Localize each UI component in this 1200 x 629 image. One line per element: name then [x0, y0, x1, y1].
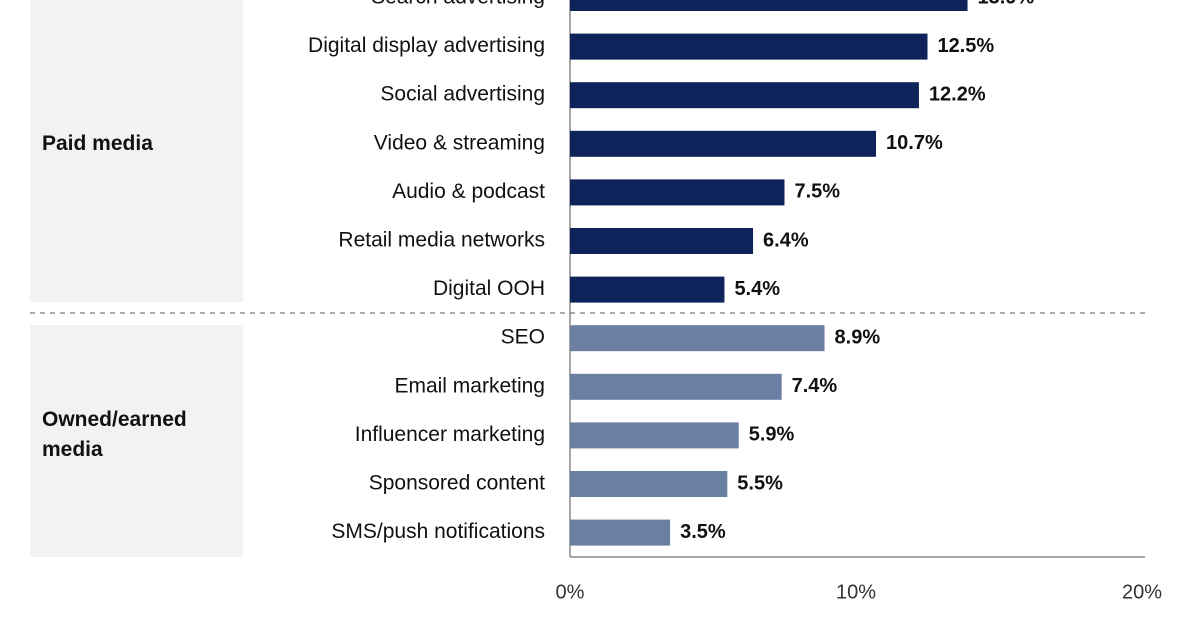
value-label: 12.5% [938, 35, 995, 57]
value-label: 8.9% [835, 326, 881, 348]
category-label: SMS/push notifications [331, 520, 545, 543]
value-label: 5.9% [749, 424, 795, 446]
value-label: 10.7% [886, 132, 943, 154]
bar [570, 33, 928, 60]
category-label: Social advertising [380, 83, 545, 106]
bar [570, 0, 968, 11]
group-panel [30, 325, 243, 557]
value-label: 5.5% [737, 472, 783, 494]
value-label: 12.2% [929, 83, 986, 105]
bar [570, 228, 754, 254]
category-label: Digital OOH [433, 277, 545, 300]
bar [570, 276, 725, 303]
bar [570, 422, 739, 449]
x-tick-label: 20% [1122, 581, 1162, 603]
category-label: Influencer marketing [355, 423, 545, 446]
x-tick-label: 0% [556, 581, 585, 603]
value-label: 7.4% [792, 375, 838, 397]
value-label: 13.9% [978, 0, 1035, 8]
category-label: Email marketing [394, 374, 545, 397]
bar [570, 130, 877, 157]
bar [570, 519, 671, 546]
bar [570, 471, 728, 497]
group-label: Owned/earned media [42, 408, 187, 462]
bar [570, 373, 782, 400]
bar [570, 82, 919, 109]
value-label: 6.4% [763, 229, 809, 251]
bar [570, 179, 785, 206]
value-label: 5.4% [734, 278, 780, 300]
category-label: Audio & podcast [392, 180, 545, 203]
value-label: 3.5% [680, 521, 726, 543]
category-label: SEO [501, 326, 545, 349]
category-label: Retail media networks [338, 229, 545, 252]
category-label: Video & streaming [374, 131, 545, 154]
category-label: Search advertising [371, 0, 545, 9]
bar [570, 325, 825, 352]
category-label: Sponsored content [369, 472, 545, 495]
category-label: Digital display advertising [308, 34, 545, 57]
group-label: Paid media [42, 131, 153, 155]
group-panel [30, 0, 243, 302]
value-label: 7.5% [795, 181, 841, 203]
x-tick-label: 10% [836, 581, 876, 603]
